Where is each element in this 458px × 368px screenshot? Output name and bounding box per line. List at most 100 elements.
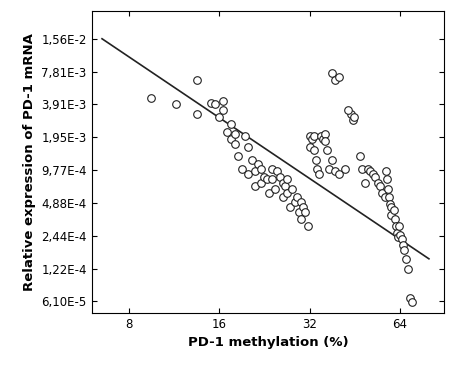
Point <box>341 166 349 172</box>
Point <box>289 186 296 192</box>
Point <box>398 236 405 241</box>
Point <box>194 111 201 117</box>
Point <box>328 71 336 77</box>
Point <box>328 158 336 163</box>
Point <box>274 169 281 174</box>
Point <box>396 232 403 238</box>
Point <box>248 158 255 163</box>
Point <box>388 212 395 218</box>
Point <box>408 299 415 305</box>
Point <box>251 183 258 189</box>
Point <box>295 209 303 215</box>
Point <box>348 111 355 117</box>
Point <box>312 158 319 163</box>
Point <box>212 102 219 107</box>
Point <box>231 141 238 147</box>
Point <box>367 169 374 174</box>
Point <box>382 169 390 174</box>
Point <box>268 166 276 172</box>
Point <box>361 180 369 185</box>
Point <box>323 147 330 153</box>
Point <box>276 174 284 180</box>
Point <box>268 177 276 183</box>
Point <box>344 107 352 113</box>
Point <box>391 216 398 222</box>
Point <box>216 114 223 120</box>
Point <box>227 121 234 127</box>
Point <box>386 194 393 200</box>
Point <box>279 180 286 185</box>
Point <box>220 98 227 104</box>
Point <box>251 169 258 174</box>
Point <box>314 166 321 172</box>
Point <box>385 186 392 192</box>
Point <box>402 256 409 262</box>
Point <box>404 266 411 272</box>
Point <box>234 153 242 159</box>
Point <box>393 230 400 236</box>
Point <box>257 166 264 172</box>
Point <box>304 223 311 229</box>
Point <box>321 131 328 137</box>
Point <box>220 107 227 113</box>
Point <box>395 223 403 229</box>
Point <box>260 174 267 180</box>
Point <box>173 102 180 107</box>
Point <box>257 180 264 185</box>
Point <box>298 199 305 205</box>
Point <box>325 166 332 172</box>
Point <box>364 166 371 172</box>
Point <box>263 177 270 183</box>
Point <box>245 144 252 150</box>
Point <box>317 133 325 139</box>
Point <box>194 77 201 83</box>
Point <box>308 135 315 141</box>
Point <box>300 204 307 210</box>
X-axis label: PD-1 methylation (%): PD-1 methylation (%) <box>188 336 348 349</box>
Point <box>271 186 278 192</box>
Point <box>266 190 273 196</box>
Point <box>279 194 286 200</box>
Point <box>406 296 413 301</box>
Point <box>394 234 402 240</box>
Point <box>376 183 384 189</box>
Point <box>319 135 327 141</box>
Point <box>306 144 313 150</box>
Point <box>291 199 298 205</box>
Point <box>284 177 291 183</box>
Y-axis label: Relative expression of PD-1 mRNA: Relative expression of PD-1 mRNA <box>23 33 36 291</box>
Point <box>388 204 395 210</box>
Point <box>284 190 291 196</box>
Point <box>254 162 262 167</box>
Point <box>316 171 323 177</box>
Point <box>374 180 382 185</box>
Point <box>302 209 309 215</box>
Point <box>310 147 317 153</box>
Point <box>390 207 397 213</box>
Point <box>293 194 300 200</box>
Point <box>332 169 339 174</box>
Point <box>238 166 245 172</box>
Point <box>286 204 294 210</box>
Point <box>207 100 215 106</box>
Point <box>298 216 305 222</box>
Point <box>227 135 234 141</box>
Point <box>335 74 342 79</box>
Point <box>148 95 155 100</box>
Point <box>379 190 386 196</box>
Point <box>356 153 363 159</box>
Point <box>241 133 249 139</box>
Point <box>349 117 356 123</box>
Point <box>383 177 391 183</box>
Point <box>371 174 379 180</box>
Point <box>281 183 289 189</box>
Point <box>387 201 394 207</box>
Point <box>399 242 407 248</box>
Point <box>335 171 342 177</box>
Point <box>392 223 399 229</box>
Point <box>381 194 388 200</box>
Point <box>306 133 313 139</box>
Point <box>350 114 358 120</box>
Point <box>400 247 408 253</box>
Point <box>332 77 339 83</box>
